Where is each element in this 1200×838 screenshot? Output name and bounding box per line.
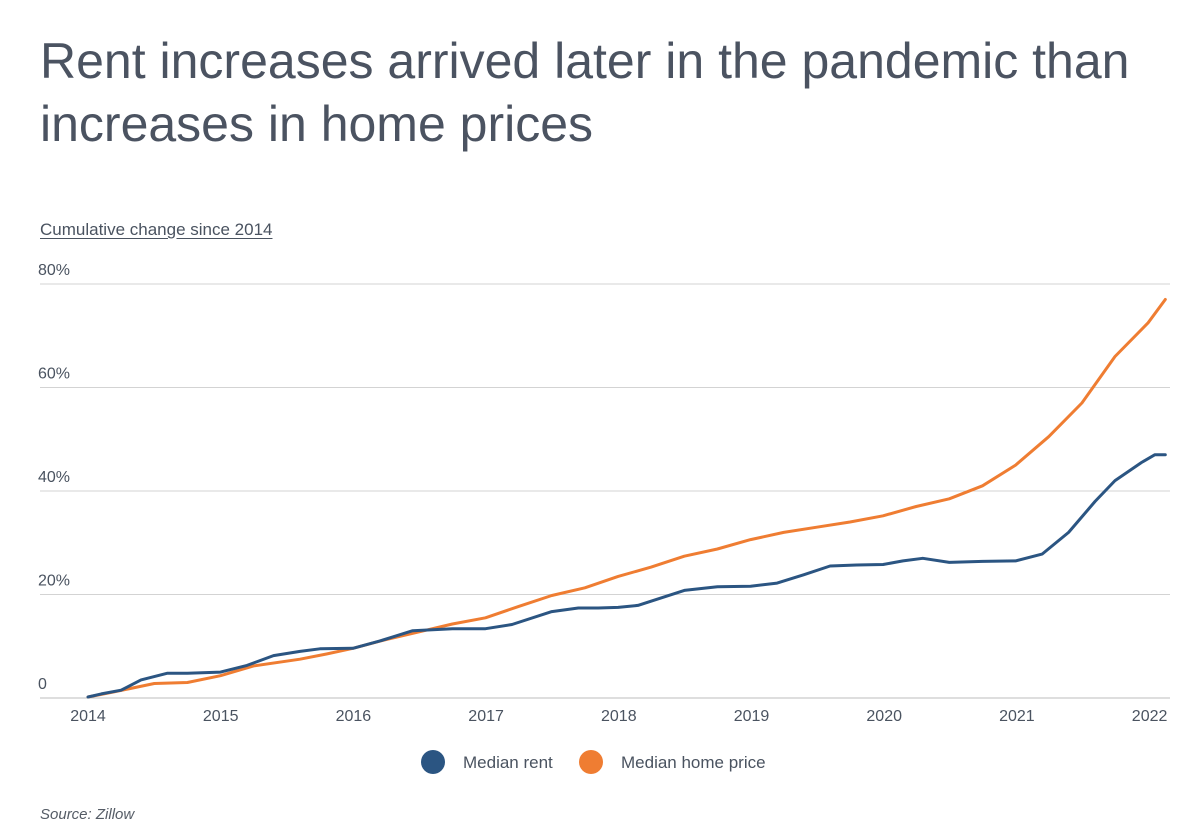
- x-tick-label: 2022: [1132, 708, 1168, 725]
- x-tick-label: 2018: [601, 708, 637, 725]
- x-tick-label: 2014: [70, 708, 106, 725]
- legend-label: Median home price: [621, 753, 766, 772]
- series-line-median-rent: [86, 453, 1167, 699]
- y-tick-label: 80%: [38, 262, 70, 279]
- x-axis-ticks: 2014 2015 2016 2017 2018 2019 2020 2021 2022: [70, 708, 1167, 725]
- x-tick-label: 2016: [336, 708, 372, 725]
- legend-item-median-home-price[interactable]: Median home price: [579, 750, 766, 774]
- x-tick-label: 2015: [203, 708, 239, 725]
- y-axis-ticks: 0 20% 40% 60% 80%: [38, 262, 70, 693]
- y-tick-label: 20%: [38, 573, 70, 590]
- y-tick-label: 60%: [38, 366, 70, 383]
- legend-swatch: [421, 750, 445, 774]
- series-line-median-home-price: [86, 298, 1167, 699]
- legend-label: Median rent: [463, 753, 553, 772]
- gridlines: [40, 283, 1170, 699]
- series-lines: [86, 298, 1167, 699]
- y-tick-label: 0: [38, 676, 47, 693]
- x-tick-label: 2021: [999, 708, 1035, 725]
- x-tick-label: 2020: [866, 708, 902, 725]
- y-tick-label: 40%: [38, 469, 70, 486]
- x-tick-label: 2017: [468, 708, 504, 725]
- x-tick-label: 2019: [734, 708, 770, 725]
- chart-title: Rent increases arrived later in the pand…: [40, 33, 1130, 152]
- chart-subtitle: Cumulative change since 2014: [40, 220, 273, 239]
- legend[interactable]: Median rent Median home price: [421, 750, 766, 774]
- source-note: Source: Zillow: [40, 806, 135, 823]
- legend-swatch: [579, 750, 603, 774]
- legend-item-median-rent[interactable]: Median rent: [421, 750, 553, 774]
